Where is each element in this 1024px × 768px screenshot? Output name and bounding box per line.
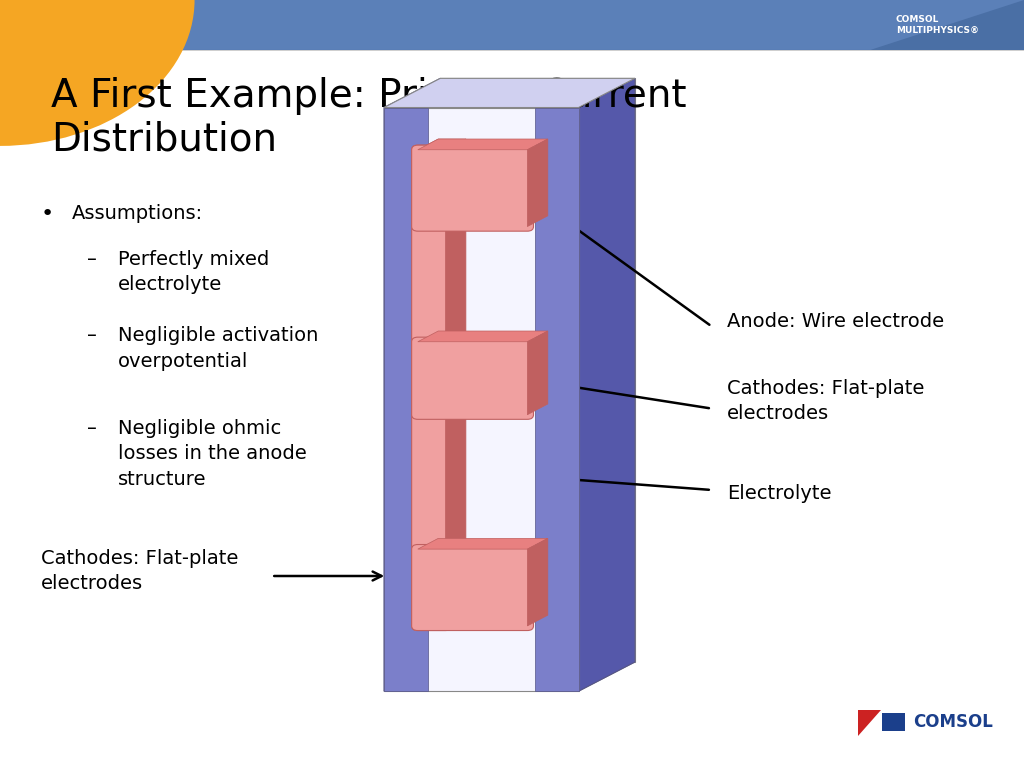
Polygon shape	[384, 78, 635, 108]
FancyBboxPatch shape	[412, 145, 534, 231]
Polygon shape	[384, 108, 428, 691]
Polygon shape	[527, 331, 548, 415]
Polygon shape	[418, 139, 548, 150]
Text: Cathodes: Flat-plate
electrodes: Cathodes: Flat-plate electrodes	[41, 549, 239, 593]
Polygon shape	[527, 538, 548, 626]
Polygon shape	[0, 0, 1024, 50]
Polygon shape	[418, 538, 548, 549]
Text: COMSOL: COMSOL	[913, 713, 993, 731]
Polygon shape	[418, 139, 466, 150]
Text: COMSOL
MULTIPHYSICS®: COMSOL MULTIPHYSICS®	[896, 15, 979, 35]
Text: A First Example: Primary Current
Distribution: A First Example: Primary Current Distrib…	[51, 77, 687, 159]
Polygon shape	[384, 78, 440, 691]
Polygon shape	[384, 108, 579, 691]
Polygon shape	[384, 662, 635, 691]
Text: •: •	[41, 204, 54, 223]
FancyBboxPatch shape	[412, 337, 534, 419]
FancyBboxPatch shape	[412, 145, 452, 631]
Text: Electrolyte: Electrolyte	[727, 484, 831, 502]
Polygon shape	[527, 139, 548, 227]
Polygon shape	[418, 331, 548, 342]
Text: Anode: Wire electrode: Anode: Wire electrode	[727, 312, 944, 330]
Text: –: –	[87, 419, 97, 438]
Wedge shape	[0, 0, 195, 146]
FancyBboxPatch shape	[412, 545, 534, 631]
Polygon shape	[445, 139, 466, 626]
Polygon shape	[535, 108, 579, 691]
Polygon shape	[440, 78, 635, 662]
Polygon shape	[858, 710, 881, 736]
Polygon shape	[0, 0, 1024, 50]
FancyBboxPatch shape	[882, 713, 905, 731]
Text: Perfectly mixed
electrolyte: Perfectly mixed electrolyte	[118, 250, 269, 294]
Text: –: –	[87, 326, 97, 346]
Text: –: –	[87, 250, 97, 269]
Text: Negligible activation
overpotential: Negligible activation overpotential	[118, 326, 318, 371]
Text: Assumptions:: Assumptions:	[72, 204, 203, 223]
Polygon shape	[579, 78, 635, 691]
Text: Cathodes: Flat-plate
electrodes: Cathodes: Flat-plate electrodes	[727, 379, 925, 423]
Text: Negligible ohmic
losses in the anode
structure: Negligible ohmic losses in the anode str…	[118, 419, 306, 489]
